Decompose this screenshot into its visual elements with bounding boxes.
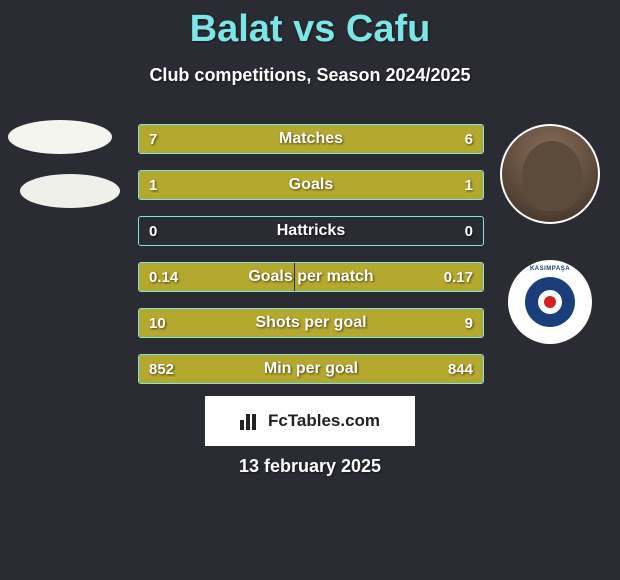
season-subtitle: Club competitions, Season 2024/2025	[0, 65, 620, 86]
stat-row: Hattricks0 0	[138, 216, 484, 246]
player-right-avatar	[500, 124, 600, 224]
club-right-badge: KASIMPAŞA	[508, 260, 592, 344]
brand-chart-icon	[240, 412, 262, 430]
club-right-emblem	[525, 277, 575, 327]
stat-value-left: 852	[149, 355, 174, 383]
club-left-badge	[20, 174, 120, 208]
stat-row: Matches7 6	[138, 124, 484, 154]
stat-row: Goals1 1	[138, 170, 484, 200]
club-right-name: KASIMPAŞA	[530, 266, 570, 272]
stat-value-right: 0.17	[444, 263, 473, 291]
stat-value-left: 1	[149, 171, 157, 199]
brand-badge: FcTables.com	[205, 396, 415, 446]
stat-row: Goals per match0.14 0.17	[138, 262, 484, 292]
stats-bars: Matches7 6 Goals1 1 Hattricks0 0 Goals per mat…	[138, 124, 484, 400]
stat-value-left: 7	[149, 125, 157, 153]
stat-row: Min per goal852 844	[138, 354, 484, 384]
stat-value-right: 9	[465, 309, 473, 337]
stat-value-right: 1	[465, 171, 473, 199]
footer-date: 13 february 2025	[0, 456, 620, 477]
comparison-title: Balat vs Cafu	[0, 0, 620, 51]
stat-value-right: 844	[448, 355, 473, 383]
stat-label: Matches	[139, 125, 483, 153]
stat-value-left: 0.14	[149, 263, 178, 291]
stat-label: Min per goal	[139, 355, 483, 383]
stat-label: Goals per match	[139, 263, 483, 291]
stat-value-left: 10	[149, 309, 166, 337]
brand-text: FcTables.com	[268, 411, 380, 431]
stat-row: Shots per goal10 9	[138, 308, 484, 338]
player-left-avatar	[8, 120, 112, 154]
stat-value-left: 0	[149, 217, 157, 245]
stat-value-right: 0	[465, 217, 473, 245]
stat-label: Shots per goal	[139, 309, 483, 337]
stat-label: Hattricks	[139, 217, 483, 245]
stat-label: Goals	[139, 171, 483, 199]
stat-value-right: 6	[465, 125, 473, 153]
